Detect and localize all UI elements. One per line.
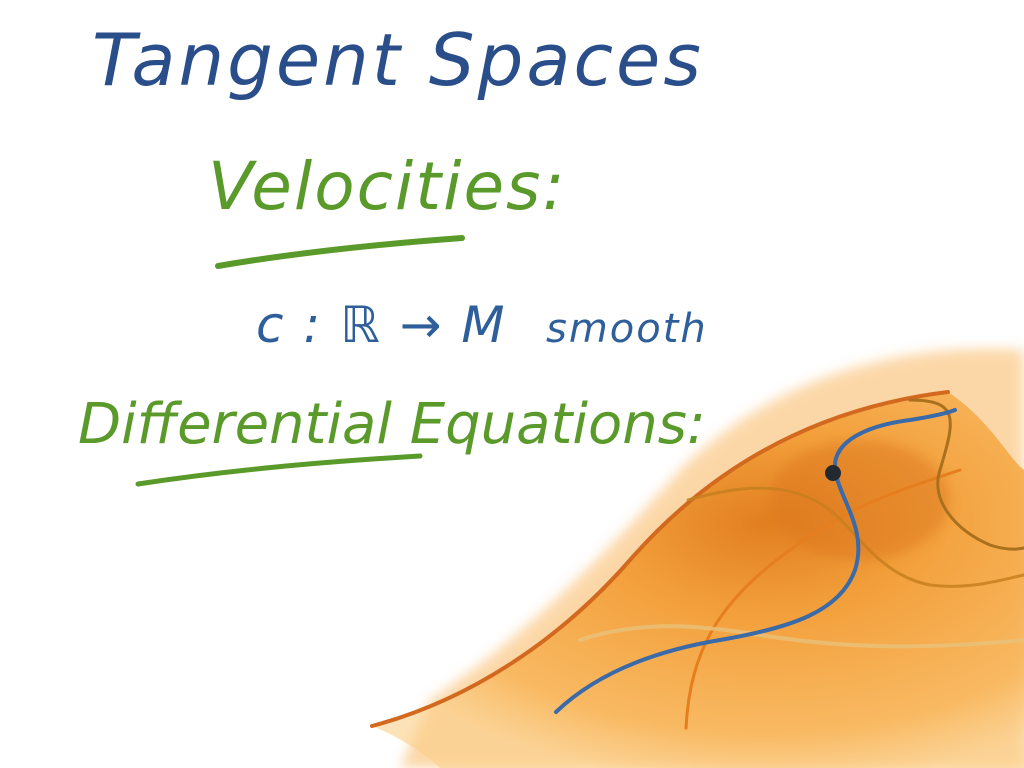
surface-dark-core [770, 440, 950, 560]
section-heading-velocities: Velocities: [208, 148, 567, 225]
curve-point [825, 465, 841, 481]
flow-line-1 [684, 468, 962, 730]
flow-line-2 [686, 486, 1024, 588]
flow-line-3 [578, 624, 1024, 649]
smooth-qualifier: smooth [546, 306, 708, 352]
surface-edge [370, 390, 950, 728]
slide-title: Tangent Spaces [92, 18, 704, 102]
curve-on-manifold [554, 408, 957, 714]
curve-mapping-definition: c : ℝ → M [256, 296, 507, 354]
surface-fill [372, 392, 1024, 768]
section-heading-differential-equations: Differential Equations: [78, 392, 706, 457]
